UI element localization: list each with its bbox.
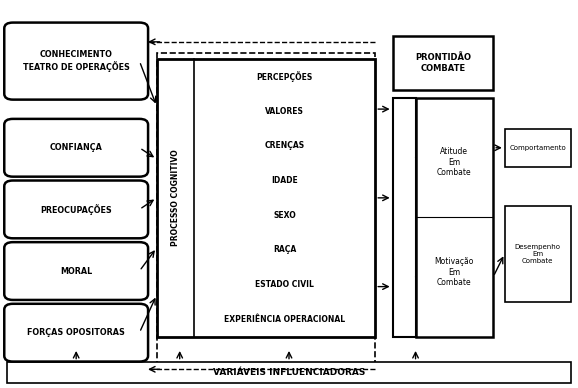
Text: FORÇAS OPOSITORAS: FORÇAS OPOSITORAS <box>27 328 125 337</box>
Bar <box>157 54 375 369</box>
Text: RAÇA: RAÇA <box>273 245 296 255</box>
FancyBboxPatch shape <box>4 119 148 177</box>
Text: Comportamento: Comportamento <box>509 145 566 151</box>
Text: PREOCUPAÇÕES: PREOCUPAÇÕES <box>40 204 112 215</box>
Bar <box>505 128 571 167</box>
Bar <box>416 98 493 336</box>
Text: EXPERIÊNCIA OPERACIONAL: EXPERIÊNCIA OPERACIONAL <box>224 315 345 324</box>
Text: ESTADO CIVIL: ESTADO CIVIL <box>255 280 314 289</box>
Bar <box>157 59 375 336</box>
Text: Desempenho
Em
Combate: Desempenho Em Combate <box>515 244 561 264</box>
Text: CRENÇAS: CRENÇAS <box>265 141 305 150</box>
Text: PRONTIDÃO
COMBATE: PRONTIDÃO COMBATE <box>415 53 471 73</box>
FancyBboxPatch shape <box>4 180 148 238</box>
FancyBboxPatch shape <box>4 242 148 300</box>
Bar <box>392 98 416 336</box>
Text: MORAL: MORAL <box>60 267 92 275</box>
Text: VARIÁVEIS INFLUENCIADORAS: VARIÁVEIS INFLUENCIADORAS <box>213 368 365 377</box>
Text: PERCEPÇÕES: PERCEPÇÕES <box>257 71 313 82</box>
Text: CONFIANÇA: CONFIANÇA <box>50 143 103 152</box>
Bar <box>7 362 571 383</box>
Text: Motivação
Em
Combate: Motivação Em Combate <box>435 257 474 287</box>
Text: CONHECIMENTO
TEATRO DE OPERAÇÕES: CONHECIMENTO TEATRO DE OPERAÇÕES <box>23 50 129 72</box>
Text: VALORES: VALORES <box>265 107 304 116</box>
Text: SEXO: SEXO <box>273 211 296 220</box>
Bar <box>505 206 571 302</box>
Text: Atitude
Em
Combate: Atitude Em Combate <box>437 147 472 177</box>
FancyBboxPatch shape <box>4 23 148 100</box>
Text: PROCESSO COGNITIVO: PROCESSO COGNITIVO <box>171 149 180 246</box>
Bar <box>392 36 493 90</box>
Text: IDADE: IDADE <box>271 176 298 185</box>
FancyBboxPatch shape <box>4 304 148 362</box>
